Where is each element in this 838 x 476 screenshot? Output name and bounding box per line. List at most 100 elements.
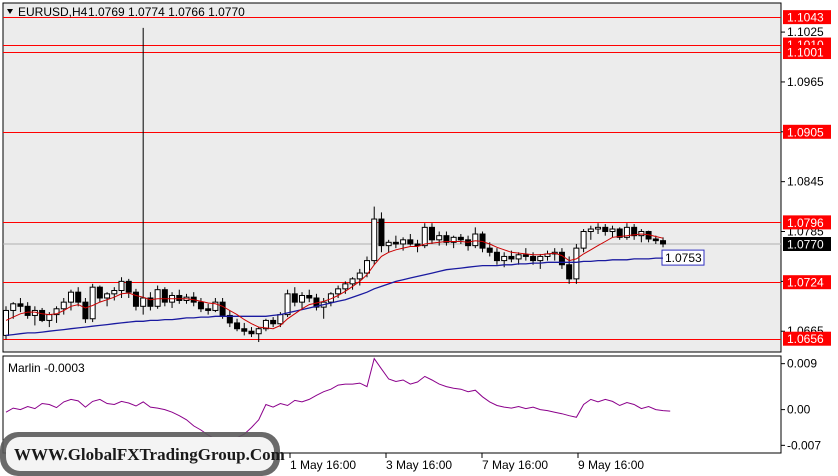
candle bbox=[205, 303, 212, 315]
candle bbox=[10, 302, 17, 319]
time-tick-label-2: 7 May 16:00 bbox=[482, 458, 548, 472]
ohlc-values: 1.0769 1.0774 1.0766 1.0770 bbox=[88, 5, 245, 19]
candle bbox=[154, 285, 161, 309]
candle bbox=[515, 252, 522, 265]
level-tag-2: 1.1001 bbox=[783, 45, 831, 60]
price-tick-label-0: 1.1025 bbox=[787, 25, 824, 39]
candle bbox=[226, 310, 233, 328]
candle bbox=[299, 292, 306, 309]
marlin-oscillator-line bbox=[5, 357, 671, 444]
candle bbox=[616, 227, 623, 240]
candle bbox=[407, 234, 414, 246]
candle bbox=[234, 318, 241, 332]
candle bbox=[443, 231, 450, 246]
candle bbox=[537, 253, 544, 269]
candle bbox=[573, 243, 580, 284]
candle bbox=[125, 278, 132, 298]
candle bbox=[371, 206, 378, 265]
candle bbox=[197, 297, 204, 313]
candle bbox=[248, 327, 255, 338]
candle bbox=[270, 317, 277, 328]
candle bbox=[111, 287, 118, 301]
candle bbox=[53, 306, 60, 323]
ma-value-tag: 1.0753 bbox=[661, 249, 705, 266]
indicator-axis: 0.009 0.00 -0.007 bbox=[781, 357, 821, 452]
candle bbox=[580, 229, 587, 253]
time-tick-label-1: 3 May 16:00 bbox=[386, 458, 452, 472]
watermark-text: WWW.GlobalFXTradingGroup.Com bbox=[14, 445, 285, 464]
candle bbox=[75, 287, 82, 307]
ma-value-label: 1.0753 bbox=[665, 251, 702, 265]
level-tag-0: 1.1043 bbox=[783, 10, 831, 25]
time-tick-label-3: 9 May 16:00 bbox=[578, 458, 644, 472]
candle bbox=[660, 237, 667, 248]
candle bbox=[291, 287, 298, 307]
candle bbox=[89, 283, 96, 323]
dropdown-triangle-icon[interactable] bbox=[7, 9, 13, 14]
ma-slow-line bbox=[5, 257, 663, 337]
header: EURUSD,H4 1.0769 1.0774 1.0766 1.0770 bbox=[7, 5, 245, 19]
candle bbox=[82, 297, 89, 323]
candle bbox=[118, 277, 125, 298]
candle bbox=[364, 256, 370, 278]
level-tag-6: 1.0656 bbox=[783, 331, 831, 346]
candle bbox=[428, 223, 435, 244]
candle bbox=[587, 225, 594, 240]
svg-text:1.1001: 1.1001 bbox=[787, 46, 824, 60]
candle bbox=[472, 227, 479, 249]
svg-text:1.1043: 1.1043 bbox=[787, 11, 824, 25]
candle bbox=[219, 297, 226, 319]
candle bbox=[558, 248, 565, 269]
candle bbox=[486, 242, 493, 257]
candle bbox=[652, 235, 659, 244]
candlesticks bbox=[3, 27, 667, 343]
candle bbox=[67, 289, 74, 311]
ma-fast-line bbox=[5, 233, 664, 330]
candle bbox=[349, 277, 356, 290]
candle bbox=[212, 297, 219, 313]
candle bbox=[436, 231, 443, 246]
candle bbox=[161, 287, 168, 307]
price-tick-label-1: 1.0965 bbox=[787, 75, 824, 89]
candle bbox=[623, 223, 630, 240]
svg-text:1.0724: 1.0724 bbox=[787, 276, 824, 290]
svg-text:1.0905: 1.0905 bbox=[787, 125, 824, 139]
candle bbox=[147, 292, 154, 311]
symbol-label: EURUSD,H4 bbox=[18, 5, 88, 19]
candle bbox=[3, 306, 9, 340]
candle bbox=[392, 235, 399, 249]
watermark: WWW.GlobalFXTradingGroup.Com bbox=[0, 432, 285, 476]
candle bbox=[262, 318, 269, 332]
time-tick-label-0: 1 May 16:00 bbox=[290, 458, 356, 472]
level-tag-4: 1.0796 bbox=[783, 215, 831, 230]
candle bbox=[493, 248, 500, 265]
candle bbox=[609, 225, 616, 238]
candle bbox=[60, 297, 67, 315]
current-price-label: 1.0770 bbox=[787, 238, 824, 252]
price-pane-background bbox=[2, 2, 782, 353]
indicator-tick-label-1: 0.00 bbox=[787, 403, 811, 417]
candle bbox=[457, 234, 464, 244]
indicator-tick-label-2: -0.007 bbox=[787, 438, 821, 452]
candle bbox=[306, 289, 313, 303]
candle bbox=[595, 223, 602, 235]
candle bbox=[132, 288, 139, 311]
time-axis: 1 May 16:00 3 May 16:00 7 May 16:00 9 May 1… bbox=[289, 453, 644, 472]
candle bbox=[24, 302, 31, 319]
level-price-tags: 1.10431.10101.10011.09051.07961.07241.06… bbox=[783, 10, 831, 346]
price-axis: 1.10251.09651.09051.08451.07851.07251.06… bbox=[781, 25, 824, 338]
candle bbox=[241, 322, 248, 336]
candle bbox=[176, 289, 183, 304]
indicator-tick-label-0: 0.009 bbox=[787, 357, 817, 371]
svg-text:1.0796: 1.0796 bbox=[787, 216, 824, 230]
candle bbox=[96, 285, 103, 303]
candle bbox=[255, 327, 262, 343]
candle bbox=[140, 27, 147, 315]
candle bbox=[385, 239, 392, 253]
candle bbox=[378, 212, 385, 253]
level-tag-3: 1.0905 bbox=[783, 124, 831, 139]
svg-text:1.0656: 1.0656 bbox=[787, 332, 824, 346]
indicator-title: Marlin -0.0003 bbox=[8, 361, 85, 375]
candle bbox=[39, 307, 46, 323]
